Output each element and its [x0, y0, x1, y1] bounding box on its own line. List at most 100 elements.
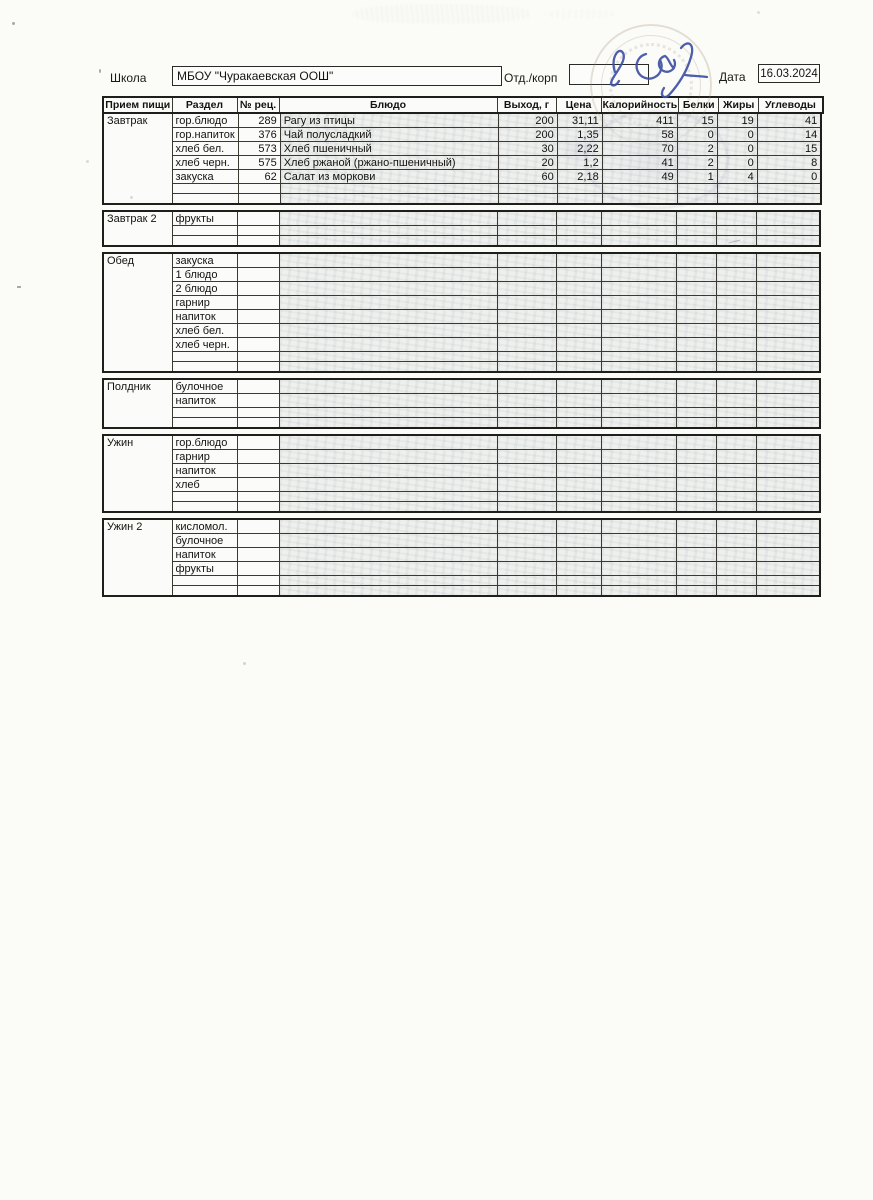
cell-kcal [600, 547, 677, 562]
cell-protein [675, 210, 717, 226]
table-row: хлеб [103, 477, 821, 492]
table-row: напиток [103, 309, 821, 324]
cell-fat: 0 [716, 155, 758, 170]
cell-fat [715, 449, 757, 464]
cell-razdel: хлеб [171, 477, 238, 492]
cell-price: 2,18 [556, 169, 603, 184]
cell-carbs [755, 295, 821, 310]
table-row: Ужин гор.блюдо [102, 434, 821, 513]
cell-carbs [755, 337, 821, 352]
cell-dish [278, 547, 498, 562]
cell-kcal [600, 501, 677, 513]
cell-price [555, 210, 602, 226]
cell-kcal: 49 [601, 169, 678, 184]
cell-protein [675, 417, 717, 429]
cell-razdel: напиток [171, 393, 238, 408]
cell-razdel: напиток [171, 309, 238, 324]
cell-fat [715, 407, 757, 418]
column-header: Выход, г [496, 96, 557, 114]
table-row: 2 блюдо [103, 281, 821, 296]
cell-price [555, 337, 602, 352]
meal-section-label: Обед [102, 252, 173, 373]
cell-price [555, 417, 602, 429]
cell-fat [715, 417, 757, 429]
cell-protein [675, 491, 717, 502]
cell-razdel: закуска [171, 252, 238, 268]
cell-fat [715, 533, 757, 548]
cell-dish [278, 561, 498, 576]
cell-razdel: булочное [171, 533, 238, 548]
cell-carbs [756, 183, 822, 194]
cell-protein [675, 463, 717, 478]
cell-dish [278, 378, 498, 394]
cell-dish [278, 210, 498, 226]
cell-dish: Салат из моркови [279, 169, 499, 184]
cell-price [555, 575, 602, 586]
cell-fat: 0 [716, 127, 758, 142]
cell-out [497, 193, 558, 205]
cell-price [555, 585, 602, 597]
cell-price: 1,2 [556, 155, 603, 170]
cell-fat [715, 463, 757, 478]
cell-price [555, 393, 602, 408]
cell-out [496, 434, 557, 450]
scan-speck [86, 160, 89, 163]
cell-kcal [600, 417, 677, 429]
cell-protein [675, 351, 717, 362]
cell-dish [278, 337, 498, 352]
cell-price [555, 463, 602, 478]
cell-kcal [600, 323, 677, 338]
cell-protein [675, 501, 717, 513]
cell-protein [676, 193, 718, 205]
cell-fat [715, 477, 757, 492]
cell-protein [675, 518, 717, 534]
cell-rec [236, 281, 280, 296]
cell-price [555, 491, 602, 502]
cell-fat [715, 281, 757, 296]
date-label: Дата [719, 70, 746, 84]
cell-carbs [755, 235, 821, 247]
cell-rec [236, 561, 280, 576]
cell-price [555, 323, 602, 338]
cell-dish: Рагу из птицы [279, 112, 499, 128]
cell-razdel: напиток [171, 547, 238, 562]
cell-rec [236, 393, 280, 408]
table-row [103, 575, 821, 586]
cell-protein: 15 [676, 112, 718, 128]
date-input: 16.03.2024 [758, 64, 820, 83]
column-header: Калорийность [600, 96, 680, 114]
column-header: Раздел [171, 96, 238, 114]
cell-kcal [600, 337, 677, 352]
cell-kcal [601, 183, 678, 194]
cell-dish [278, 477, 498, 492]
cell-price [555, 407, 602, 418]
table-row [103, 491, 821, 502]
dept-input [569, 64, 649, 85]
cell-out [496, 547, 557, 562]
cell-dish [278, 585, 498, 597]
cell-fat [716, 193, 758, 205]
cell-kcal [600, 281, 677, 296]
cell-out: 20 [497, 155, 558, 170]
cell-dish [279, 193, 499, 205]
cell-razdel: гарнир [171, 449, 238, 464]
cell-protein [675, 575, 717, 586]
cell-kcal: 70 [601, 141, 678, 156]
table-row: напиток [103, 463, 821, 478]
ink-bleed-smudge [352, 4, 532, 24]
cell-razdel: булочное [171, 378, 238, 394]
table-row [103, 361, 821, 373]
cell-out [496, 501, 557, 513]
cell-fat [715, 575, 757, 586]
cell-out [496, 309, 557, 324]
cell-razdel: закуска [171, 169, 239, 184]
cell-out [496, 491, 557, 502]
cell-dish [278, 463, 498, 478]
cell-razdel [171, 361, 238, 373]
cell-out [496, 351, 557, 362]
cell-rec: 62 [237, 169, 281, 184]
cell-kcal [600, 518, 677, 534]
cell-kcal [600, 477, 677, 492]
cell-carbs [755, 393, 821, 408]
meal-section-label: Ужин [102, 434, 173, 513]
